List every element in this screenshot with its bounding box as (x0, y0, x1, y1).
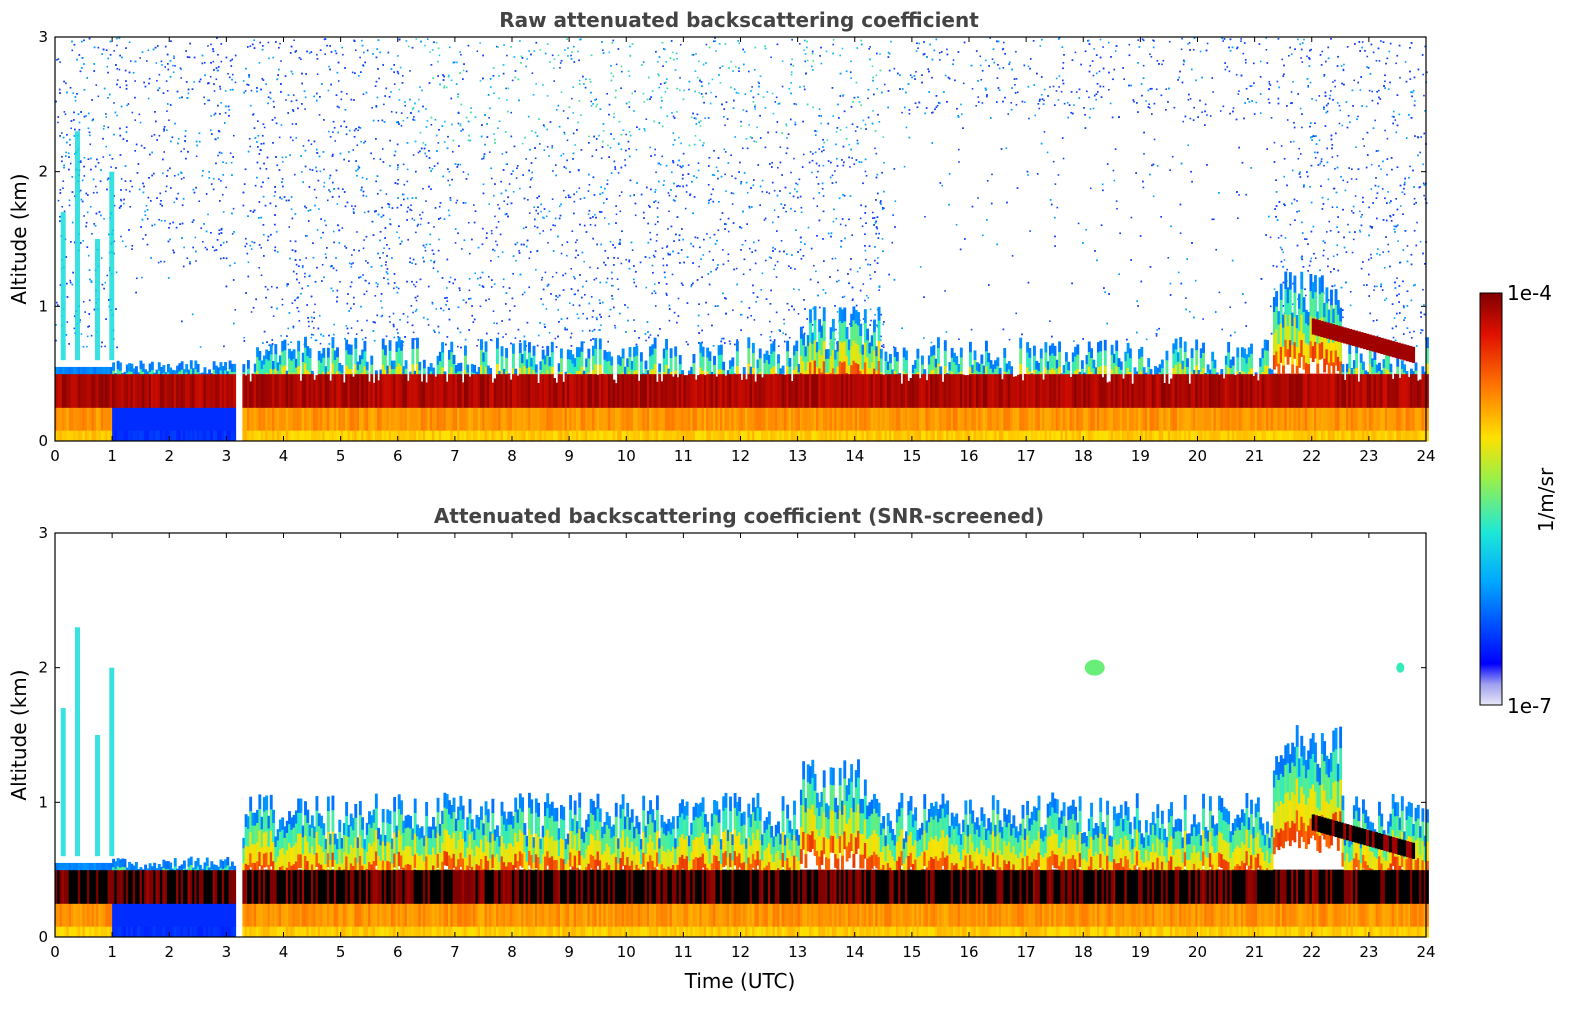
x-tick-label: 12 (731, 447, 750, 465)
early-plumes (60, 627, 115, 857)
colorbar-max-label: 1e-4 (1507, 281, 1552, 305)
x-tick-label: 3 (222, 447, 232, 465)
panel-2-axes: 0 1 2 3 4 5 6 7 8 9 10 11 12 13 14 15 16 17 18 19 20 21 22 23 24… (38, 524, 1435, 961)
x-tick-label: 0 (50, 447, 60, 465)
x-tick-label: 11 (674, 447, 693, 465)
panel-1-heatmap (55, 37, 1429, 442)
x-tick-label: 10 (617, 447, 636, 465)
x-tick-label: 19 (1131, 943, 1150, 961)
x-tick-label: 7 (450, 447, 460, 465)
colorbar: 1e-4 1e-7 1/m/sr (1479, 281, 1558, 718)
panel-1-axes: 0 1 2 3 4 5 6 7 8 9 10 11 12 13 14 15 16 17 18 19 20 21 22 23 24… (38, 28, 1435, 465)
x-tick-label: 8 (507, 447, 517, 465)
panel-2-heatmap (55, 627, 1429, 938)
x-tick-label: 18 (1074, 447, 1093, 465)
x-tick-label: 1 (107, 447, 117, 465)
x-tick-label: 23 (1359, 943, 1378, 961)
x-tick-label: 20 (1188, 943, 1207, 961)
x-tick-label: 24 (1416, 447, 1435, 465)
x-tick-label: 15 (902, 943, 921, 961)
x-tick-label: 13 (788, 447, 807, 465)
x-tick-label: 17 (1017, 447, 1036, 465)
panel-screened: Attenuated backscattering coefficient (S… (7, 504, 1436, 993)
x-tick-label: 7 (450, 943, 460, 961)
x-tick-label: 9 (564, 943, 574, 961)
x-tick-label: 4 (279, 943, 289, 961)
x-tick-label: 20 (1188, 447, 1207, 465)
x-tick-label: 2 (164, 447, 174, 465)
x-tick-label: 19 (1131, 447, 1150, 465)
x-tick-label: 10 (617, 943, 636, 961)
colorbar-gradient (1479, 292, 1503, 706)
panel-2-title: Attenuated backscattering coefficient (S… (434, 504, 1044, 528)
panel-1-ylabel: Altitude (km) (7, 173, 31, 304)
y-tick-label: 3 (38, 524, 48, 542)
colorbar-min-label: 1e-7 (1507, 694, 1552, 718)
x-tick-label: 16 (959, 447, 978, 465)
panel-raw: Raw attenuated backscattering coefficien… (7, 8, 1436, 465)
x-tick-label: 15 (902, 447, 921, 465)
x-tick-label: 22 (1302, 447, 1321, 465)
y-tick-label: 2 (38, 163, 48, 181)
x-tick-label: 3 (222, 943, 232, 961)
y-tick-label: 2 (38, 659, 48, 677)
x-tick-label: 14 (845, 943, 864, 961)
panel-2-xlabel: Time (UTC) (684, 969, 796, 993)
x-tick-label: 5 (336, 447, 346, 465)
boundary-layer-columns (55, 271, 1429, 442)
boundary-layer-columns (55, 725, 1429, 938)
x-tick-label: 24 (1416, 943, 1435, 961)
x-tick-label: 18 (1074, 943, 1093, 961)
elevated-aerosol-layer (1311, 814, 1416, 859)
x-tick-label: 2 (164, 943, 174, 961)
panel-2-ylabel: Altitude (km) (7, 669, 31, 800)
x-tick-label: 23 (1359, 447, 1378, 465)
x-tick-label: 17 (1017, 943, 1036, 961)
x-tick-label: 21 (1245, 447, 1264, 465)
y-tick-label: 1 (38, 297, 48, 315)
x-tick-label: 13 (788, 943, 807, 961)
y-tick-label: 1 (38, 793, 48, 811)
early-plumes (60, 131, 115, 361)
colorbar-unit-label: 1/m/sr (1534, 467, 1558, 532)
x-tick-label: 1 (107, 943, 117, 961)
x-tick-label: 12 (731, 943, 750, 961)
x-tick-label: 0 (50, 943, 60, 961)
x-tick-label: 5 (336, 943, 346, 961)
x-tick-label: 9 (564, 447, 574, 465)
y-tick-label: 3 (38, 28, 48, 46)
x-tick-label: 16 (959, 943, 978, 961)
x-tick-label: 8 (507, 943, 517, 961)
x-tick-label: 6 (393, 447, 403, 465)
x-tick-label: 4 (279, 447, 289, 465)
background-noise (55, 37, 1428, 349)
x-tick-label: 6 (393, 943, 403, 961)
y-tick-label: 0 (38, 928, 48, 946)
x-tick-label: 14 (845, 447, 864, 465)
x-tick-label: 22 (1302, 943, 1321, 961)
panel-1-title: Raw attenuated backscattering coefficien… (499, 8, 979, 32)
x-tick-label: 11 (674, 943, 693, 961)
elevated-aerosol-layer (1311, 318, 1416, 363)
y-tick-label: 0 (38, 432, 48, 450)
x-tick-label: 21 (1245, 943, 1264, 961)
